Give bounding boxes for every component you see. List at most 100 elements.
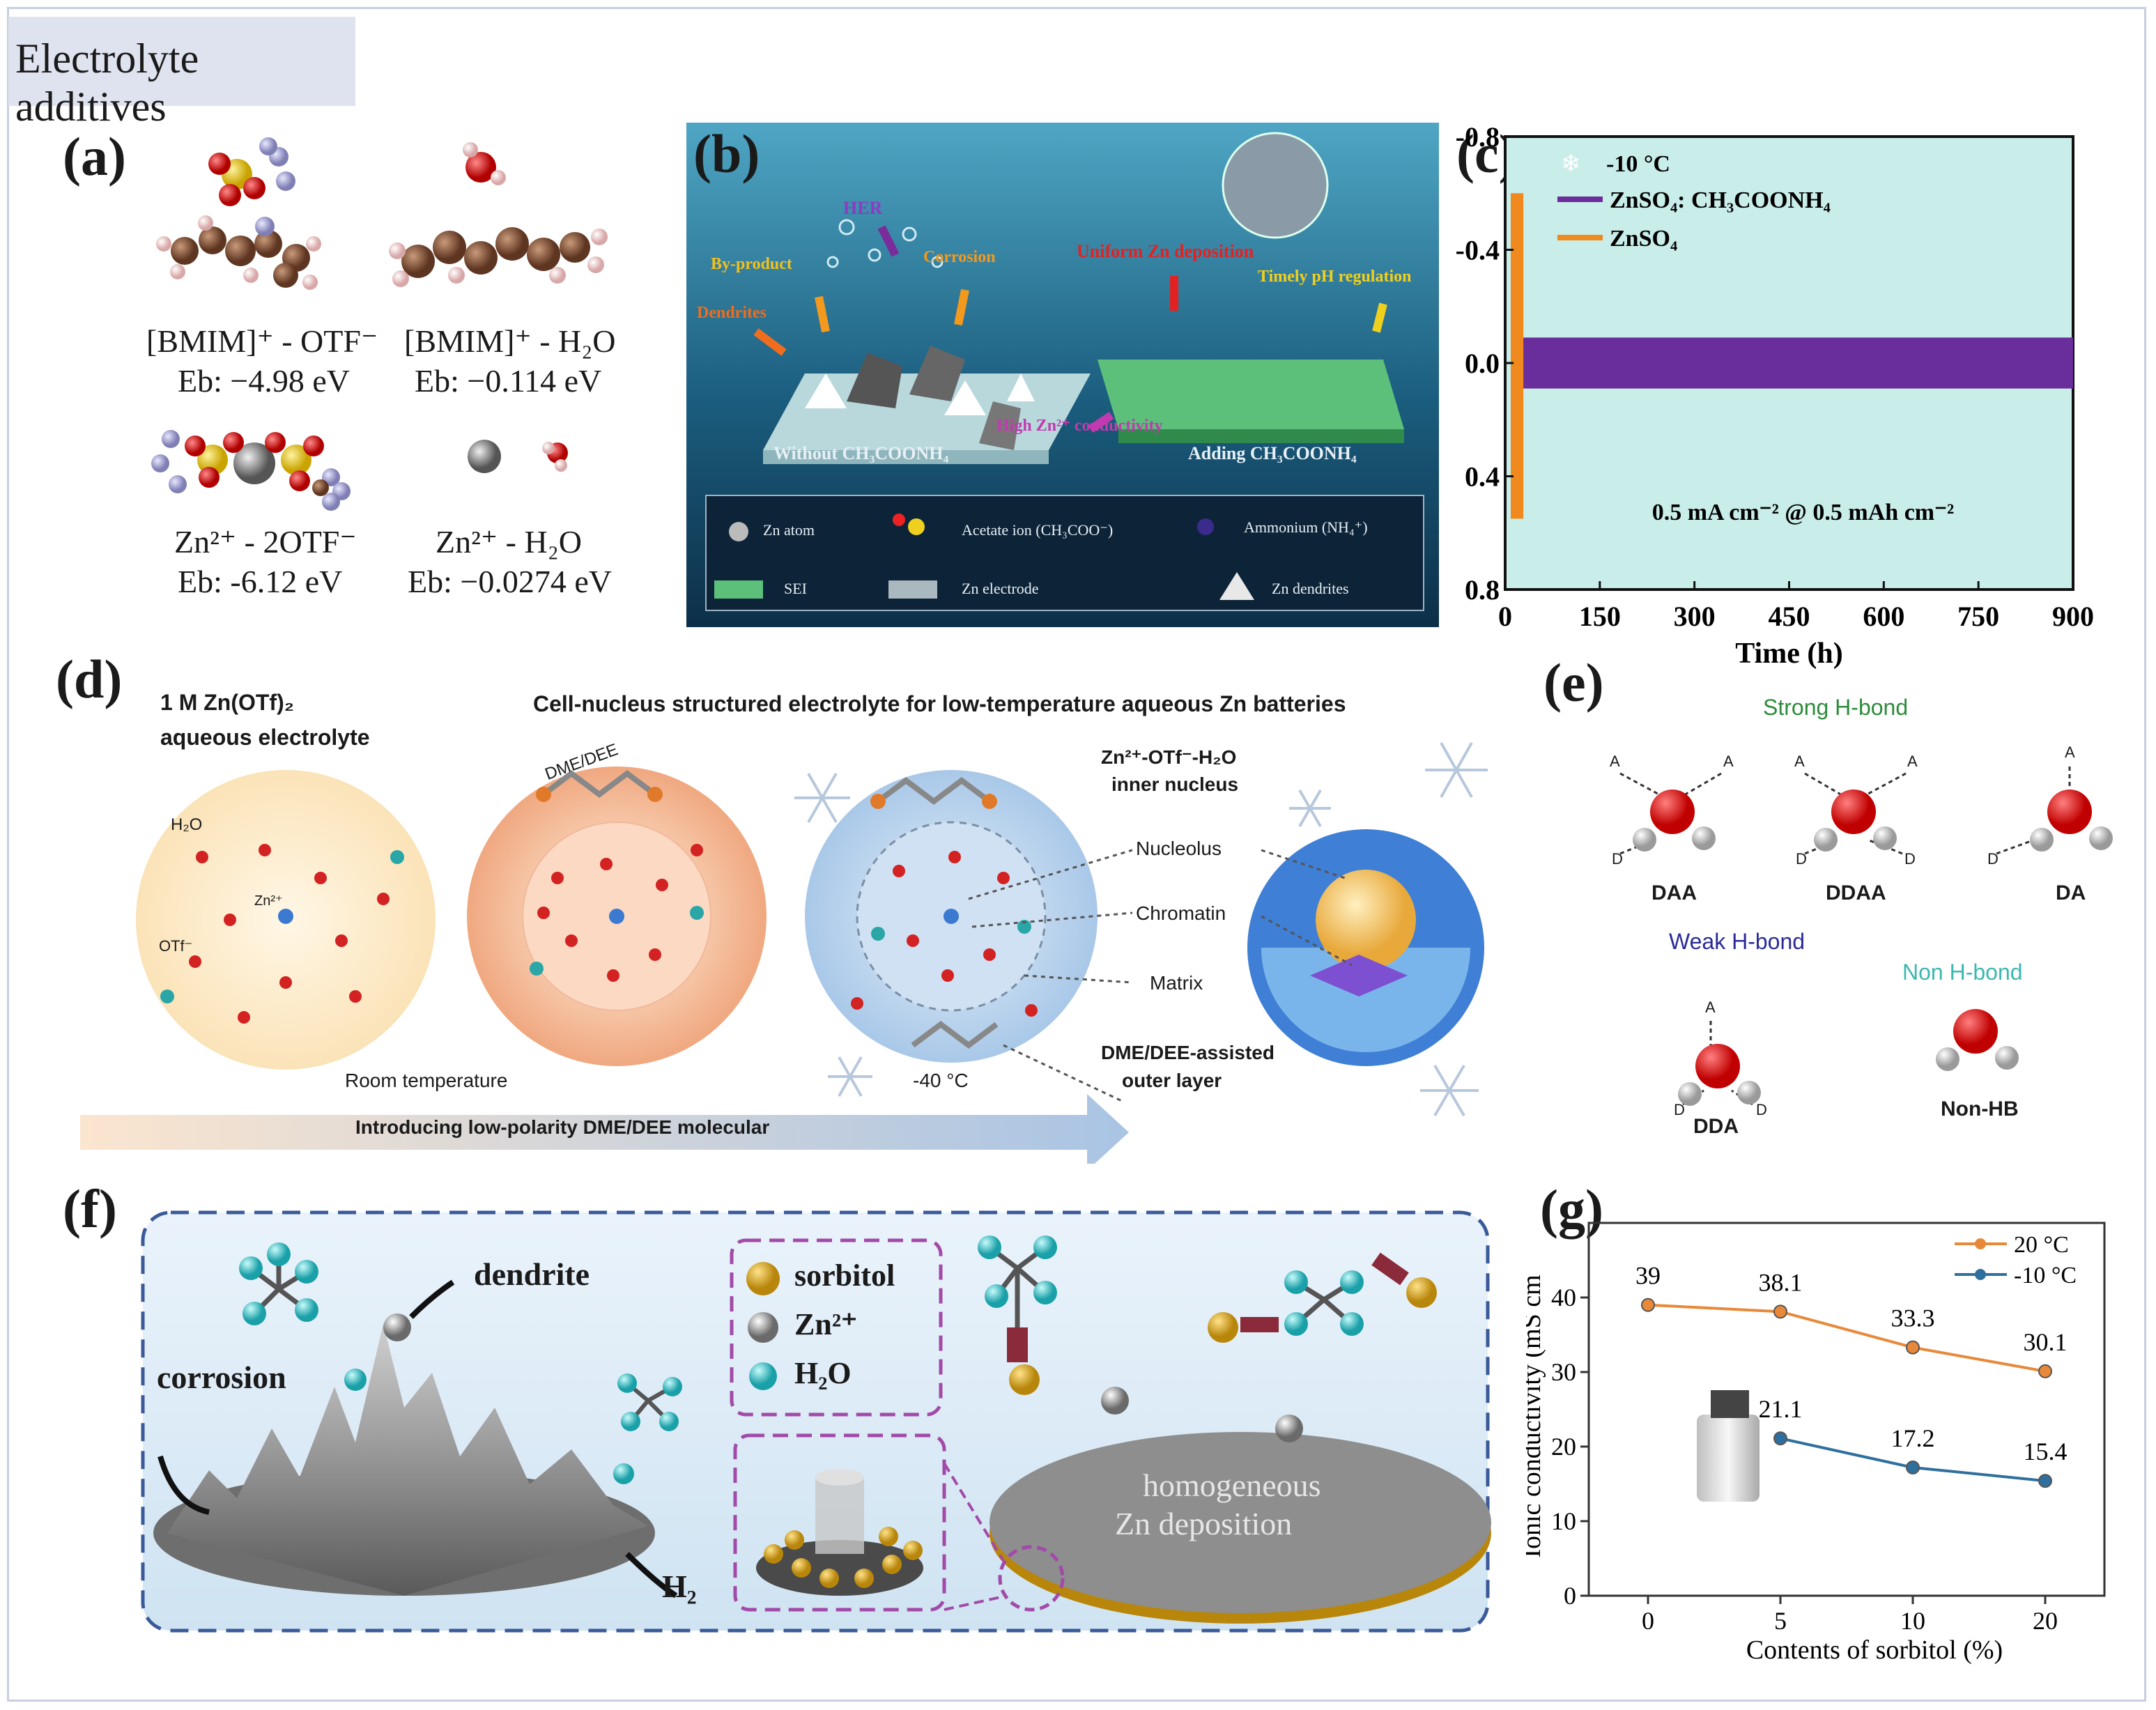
c-ytick-label: 0.8 bbox=[1465, 574, 1500, 606]
g-data-label: 30.1 bbox=[2024, 1328, 2068, 1356]
bmim-otf-molecule bbox=[156, 137, 321, 290]
e-da: DA bbox=[2056, 881, 2086, 904]
e-d1: D bbox=[1612, 850, 1623, 868]
c-xtick-label: 450 bbox=[1769, 601, 1810, 632]
g-plot-area bbox=[1587, 1222, 2106, 1597]
g-legend-marker bbox=[1975, 1269, 1986, 1280]
e-non: Non H-bond bbox=[1902, 960, 2023, 985]
d-outer-2: outer layer bbox=[1122, 1070, 1222, 1091]
e-nonhb: Non-HB bbox=[1941, 1097, 2019, 1120]
e-mol-da bbox=[2030, 789, 2113, 852]
e-daa: DAA bbox=[1651, 881, 1697, 904]
g-ytick-label: 40 bbox=[1551, 1284, 1576, 1311]
g-ytick-label: 30 bbox=[1551, 1358, 1576, 1386]
c-series-znso4 bbox=[1511, 193, 1524, 519]
header-box: Electrolyte additives bbox=[8, 17, 355, 130]
c-xtick-label: 900 bbox=[2052, 601, 2094, 632]
panel-d-label: (d) bbox=[56, 649, 123, 709]
g-data-label: 15.4 bbox=[2024, 1438, 2068, 1465]
panel-b: (b) HER By-product Corrosion Dendrites U… bbox=[686, 123, 1439, 627]
b-by-product: By-product bbox=[711, 255, 792, 273]
e-mol-dda bbox=[1678, 1044, 1761, 1106]
b-corrosion: Corrosion bbox=[923, 248, 996, 266]
b-without: Without CH₃COONH₄ bbox=[773, 443, 949, 463]
a-item-4-name: Zn²⁺ - H₂O bbox=[436, 524, 582, 560]
g-xtick-label: 0 bbox=[1642, 1607, 1654, 1635]
e-a2: A bbox=[1723, 753, 1734, 770]
a-item-1-eb: Eb: −4.98 eV bbox=[178, 363, 350, 399]
b-legend-ammonium: Ammonium (NH₄⁺) bbox=[1244, 518, 1368, 536]
f-legend-zn: Zn²⁺ bbox=[794, 1307, 858, 1341]
g-data-label: 39 bbox=[1635, 1262, 1661, 1290]
f-h2: H₂ bbox=[662, 1569, 697, 1604]
e-a6: A bbox=[1705, 999, 1716, 1016]
d-main-title: Cell-nucleus structured electrolyte for … bbox=[533, 691, 1346, 716]
d-inner-2: inner nucleus bbox=[1111, 773, 1239, 795]
b-legend-acetate: Acetate ion (CH₃COO⁻) bbox=[962, 521, 1114, 539]
c-condition: 0.5 mA cm⁻² @ 0.5 mAh cm⁻² bbox=[1652, 500, 1955, 525]
c-xtick-label: 750 bbox=[1957, 601, 1999, 632]
e-weak: Weak H-bond bbox=[1669, 929, 1805, 954]
e-d4: D bbox=[1987, 850, 1999, 868]
d-nucleolus: Nucleolus bbox=[1136, 838, 1222, 859]
conductivity-chart: 0 10 20 30 40 0 5 10 20 Contents of sorbitol (%) I… bbox=[1526, 1222, 2106, 1665]
f-legend-h2o: H₂O bbox=[794, 1356, 852, 1390]
panel-b-label: (b) bbox=[693, 123, 760, 184]
a-item-2-eb: Eb: −0.114 eV bbox=[415, 363, 602, 399]
b-legend-zn-atom: Zn atom bbox=[763, 521, 815, 539]
panel-e: (e) Strong H-bond Weak H-bond Non H-bond… bbox=[1543, 652, 2143, 1153]
d-otf-label: OTf⁻ bbox=[159, 937, 193, 955]
panel-c: (c) 0 150 300 450 600 750 900 -0.8 -0.4 0.0 0.4 0.8… bbox=[1456, 123, 2118, 673]
c-ytick-label: -0.8 bbox=[1456, 123, 1500, 153]
f-hydrated-ion-2 bbox=[617, 1373, 682, 1431]
e-a4: A bbox=[1907, 753, 1918, 770]
d-zn-label: Zn²⁺ bbox=[254, 893, 283, 909]
g-point bbox=[1773, 1304, 1787, 1319]
d-arrow-label: Introducing low-polarity DME/DEE molecul… bbox=[355, 1116, 770, 1138]
panel-a-label: (a) bbox=[63, 126, 126, 187]
e-ddaa: DDAA bbox=[1826, 881, 1886, 904]
g-ytick-label: 10 bbox=[1551, 1507, 1576, 1535]
c-ytick-label: -0.4 bbox=[1456, 235, 1500, 266]
g-point bbox=[1906, 1460, 1920, 1474]
c-xtick-label: 600 bbox=[1863, 601, 1904, 632]
b-legend-dendrites: Zn dendrites bbox=[1272, 580, 1349, 597]
c-snowflake-icon: ❄ bbox=[1561, 151, 1581, 177]
g-xtick-label: 5 bbox=[1774, 1607, 1787, 1635]
c-xtick-label: 0 bbox=[1498, 601, 1512, 632]
g-ytick-label: 0 bbox=[1564, 1582, 1576, 1610]
a-item-3-eb: Eb: -6.12 eV bbox=[178, 564, 343, 599]
c-xtick-label: 150 bbox=[1579, 601, 1621, 632]
f-scene bbox=[141, 1210, 1491, 1633]
b-legend-zn-electrode: Zn electrode bbox=[962, 580, 1039, 597]
e-a1: A bbox=[1610, 753, 1620, 770]
d-left-title-1: 1 M Zn(OTf)₂ bbox=[160, 690, 294, 715]
e-mol-ddaa bbox=[1814, 789, 1897, 852]
d-left-title-2: aqueous electrolyte bbox=[160, 725, 370, 750]
g-point bbox=[2038, 1474, 2052, 1488]
e-d3: D bbox=[1904, 850, 1916, 868]
g-series-line-0 bbox=[1647, 1303, 2046, 1373]
f-corrosion: corrosion bbox=[157, 1359, 286, 1395]
voltage-chart: 0 150 300 450 600 750 900 -0.8 -0.4 0.0 0.4 0.8 Time… bbox=[1456, 123, 2094, 670]
e-d2: D bbox=[1796, 850, 1807, 868]
b-dendrites: Dendrites bbox=[697, 304, 767, 322]
a-item-4-eb: Eb: −0.0274 eV bbox=[408, 564, 612, 599]
d-chromatin: Chromatin bbox=[1136, 902, 1226, 924]
g-data-label: 17.2 bbox=[1891, 1424, 1935, 1452]
c-temp: -10 °C bbox=[1606, 151, 1670, 177]
zn-h2o-molecule bbox=[468, 440, 568, 473]
g-point bbox=[1641, 1297, 1655, 1312]
g-data-label: 33.3 bbox=[1891, 1304, 1935, 1332]
b-ph: Timely pH regulation bbox=[1258, 268, 1412, 286]
panel-g-label: (g) bbox=[1540, 1178, 1603, 1239]
a-item-2-name: [BMIM]⁺ - H₂O bbox=[404, 323, 616, 359]
f-homog-2: Zn deposition bbox=[1115, 1506, 1293, 1541]
b-adding: Adding CH₃COONH₄ bbox=[1188, 443, 1357, 463]
c-ytick-label: 0.4 bbox=[1465, 461, 1500, 493]
g-xtick-label: 10 bbox=[1900, 1607, 1925, 1635]
panel-d: (d) bbox=[56, 648, 1491, 1164]
g-xtick-label: 20 bbox=[2033, 1607, 2058, 1635]
g-legend-label: 20 °C bbox=[2014, 1232, 2069, 1258]
g-point bbox=[2038, 1364, 2052, 1378]
